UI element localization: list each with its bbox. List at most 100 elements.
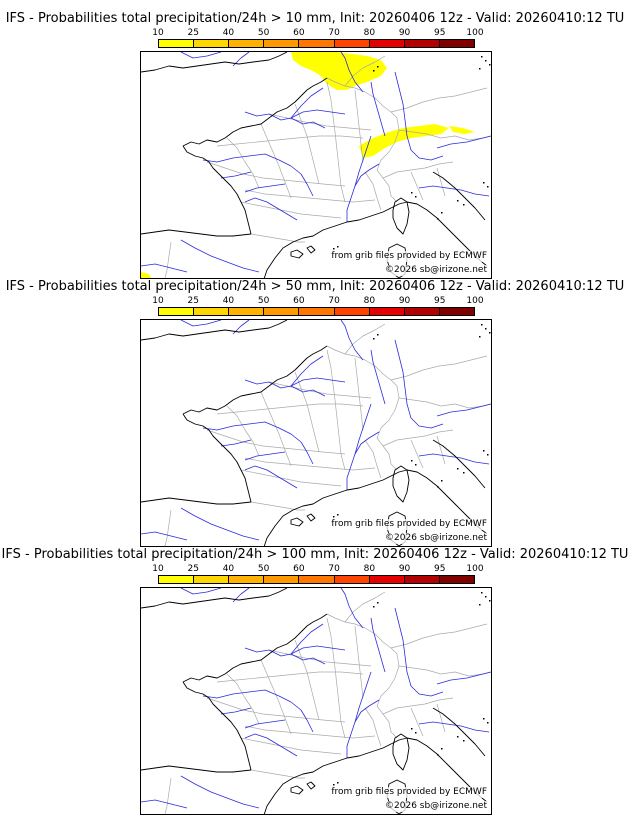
coastline xyxy=(268,588,288,597)
border-line xyxy=(216,403,364,415)
colorbar-swatch xyxy=(369,308,405,315)
colorbar-tick-label: 90 xyxy=(398,28,411,38)
colorbar-tick-label: 25 xyxy=(187,564,199,574)
river-line xyxy=(141,263,188,273)
copyright-credit: ©2026 sb@irizone.net xyxy=(384,533,488,544)
islet xyxy=(411,728,413,730)
islet xyxy=(437,754,439,756)
colorbar-swatch xyxy=(159,308,195,315)
border-line xyxy=(164,777,172,814)
coastline xyxy=(182,345,328,415)
coastline xyxy=(306,513,316,522)
border-line xyxy=(226,405,260,457)
coastline xyxy=(290,249,304,259)
border-line xyxy=(326,345,400,471)
islet xyxy=(415,732,417,734)
border-line xyxy=(206,429,346,455)
river-line xyxy=(346,163,380,222)
border-line xyxy=(294,371,320,453)
islet xyxy=(441,480,443,482)
islet xyxy=(487,454,489,456)
islet xyxy=(463,472,465,474)
river-line xyxy=(394,607,444,697)
islet xyxy=(411,460,413,462)
coastline xyxy=(306,245,316,254)
colorbar-tick-label: 10 xyxy=(152,564,164,574)
admin-borders xyxy=(164,55,491,278)
precip-patch xyxy=(141,272,151,278)
border-line xyxy=(436,703,446,733)
colorbar-tick-label: 25 xyxy=(187,296,199,306)
islet xyxy=(479,604,481,606)
river-line xyxy=(436,671,491,685)
river-line xyxy=(290,355,324,387)
islet xyxy=(483,182,485,184)
colorbar-swatch xyxy=(404,40,440,47)
river-line xyxy=(370,349,386,405)
river-line xyxy=(244,465,298,489)
river-line xyxy=(220,439,252,447)
islet xyxy=(457,468,459,470)
river-line xyxy=(340,52,364,93)
colorbar-swatch xyxy=(404,308,440,315)
border-line xyxy=(244,725,376,739)
river-line xyxy=(141,799,188,809)
river-line xyxy=(180,320,222,327)
border-line xyxy=(326,81,346,203)
coastline xyxy=(392,465,410,503)
colorbar-tick-label: 100 xyxy=(466,296,484,306)
source-credit: from grib files provided by ECMWF xyxy=(330,519,488,530)
map-graphic xyxy=(141,588,491,814)
border-line xyxy=(206,161,346,187)
colorbar-tick-label: 50 xyxy=(257,296,270,306)
river-line xyxy=(340,588,364,629)
border-line xyxy=(364,439,382,479)
river-line xyxy=(141,531,188,541)
islet xyxy=(481,592,483,594)
islet xyxy=(485,328,487,330)
river-line xyxy=(244,111,326,129)
river-line xyxy=(370,617,386,673)
river-line xyxy=(244,183,286,193)
border-line xyxy=(226,137,260,189)
islet xyxy=(483,718,485,720)
coastline xyxy=(141,497,252,505)
colorbar-swatch xyxy=(159,40,195,47)
river-line xyxy=(436,403,491,417)
colorbar-tick-label: 40 xyxy=(222,28,235,38)
river-line xyxy=(394,71,444,161)
border-line xyxy=(326,617,346,739)
islet xyxy=(441,212,443,214)
border-line xyxy=(382,429,454,447)
colorbar xyxy=(158,39,475,48)
colorbar-tick-label: 60 xyxy=(293,296,305,306)
islet xyxy=(441,748,443,750)
coastline xyxy=(432,707,486,757)
coastline xyxy=(182,613,328,683)
coastline xyxy=(141,327,270,341)
border-line xyxy=(326,77,400,203)
colorbar-tick-label: 70 xyxy=(328,28,340,38)
border-line xyxy=(390,623,488,649)
border-line xyxy=(216,671,364,683)
copyright-credit: ©2026 sb@irizone.net xyxy=(384,265,488,276)
river-line xyxy=(180,775,260,809)
river-line xyxy=(394,339,444,429)
river-line xyxy=(436,135,491,149)
border-line xyxy=(268,113,372,131)
colorbar-tick-label: 95 xyxy=(434,564,446,574)
border-line xyxy=(410,171,424,201)
border-line xyxy=(268,649,372,667)
colorbar-swatch xyxy=(334,40,370,47)
islet xyxy=(415,196,417,198)
colorbar-tick-label: 90 xyxy=(398,296,411,306)
river-line xyxy=(244,451,286,461)
border-line xyxy=(390,87,488,113)
coastline xyxy=(290,517,304,527)
border-line xyxy=(250,501,305,511)
colorbar xyxy=(158,307,475,316)
river-line xyxy=(244,719,286,729)
coastline xyxy=(141,59,270,73)
colorbar-tick-label: 90 xyxy=(398,564,411,574)
colorbar-swatch xyxy=(229,308,265,315)
